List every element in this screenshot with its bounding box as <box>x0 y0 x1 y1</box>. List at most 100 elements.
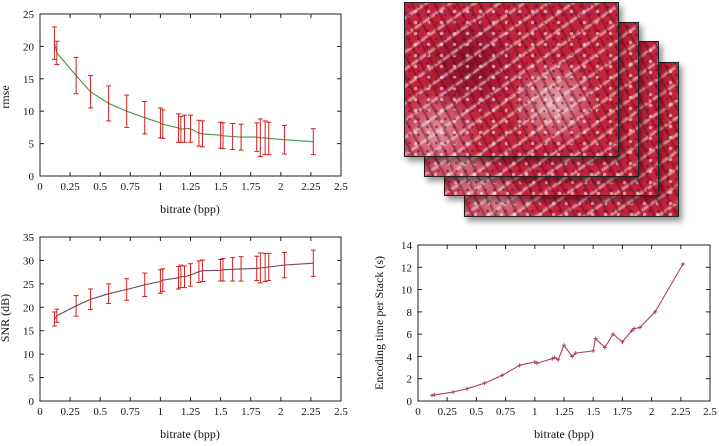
snr-error-bar <box>200 259 206 283</box>
histology-slide-stack-icon <box>398 0 688 225</box>
time-data-point <box>482 381 487 386</box>
time-data-point <box>556 357 561 362</box>
rmse-error-bar <box>181 114 187 143</box>
snr-x-tick-label: 1.5 <box>214 406 228 418</box>
snr-error-bar <box>238 256 244 282</box>
time-x-tick-label: 2.5 <box>703 406 717 418</box>
rmse-x-tick-label: 0 <box>37 181 43 193</box>
rmse-error-bar <box>230 123 236 150</box>
rmse-error-bar <box>73 56 79 95</box>
time-y-tick-label: 6 <box>407 329 413 341</box>
rmse-x-tick-label: 0.25 <box>60 181 80 193</box>
snr-error-bar <box>266 252 272 282</box>
time-y-tick-label: 0 <box>407 396 413 408</box>
snr-x-tick-label: 0.5 <box>93 406 107 418</box>
rmse-error-bar <box>200 120 206 148</box>
rmse-error-bar <box>196 119 202 147</box>
time-data-point <box>562 343 566 348</box>
time-data-point <box>430 393 435 398</box>
rmse-x-tick-label: 1.25 <box>181 181 201 193</box>
snr-error-bar <box>54 308 60 323</box>
time-data-point <box>573 351 578 356</box>
time-data-point <box>535 361 540 366</box>
rmse-error-bar <box>254 122 260 152</box>
snr-error-bar <box>230 257 236 282</box>
snr-error-bar <box>281 251 287 279</box>
snr-error-bar <box>73 295 79 317</box>
rmse-y-tick-label: 5 <box>29 139 35 151</box>
snr-error-bar <box>175 266 181 290</box>
time-data-point <box>602 345 607 350</box>
time-data-point <box>632 326 637 331</box>
time-y-tick-label: 10 <box>401 285 413 297</box>
snr-x-tick-label: 1 <box>158 406 164 418</box>
rmse-y-tick-label: 15 <box>23 74 35 86</box>
time-y-axis-label: Encoding time per Stack (s) <box>372 256 386 390</box>
time-data-point <box>517 363 522 368</box>
snr-x-tick-label: 1.25 <box>181 406 201 418</box>
time-series-line <box>431 263 684 396</box>
rmse-x-tick-label: 2.25 <box>301 181 321 193</box>
time-x-axis-label: bitrate (bpp) <box>534 427 594 441</box>
rmse-error-bar <box>88 75 94 109</box>
snr-error-bar <box>88 288 94 311</box>
time-data-point <box>550 356 555 361</box>
snr-error-bar <box>188 263 193 287</box>
time-plot-frame <box>417 244 711 402</box>
rmse-error-bar <box>51 26 57 60</box>
time-data-point <box>620 339 625 344</box>
snr-error-bar <box>257 252 263 284</box>
rmse-y-tick-label: 25 <box>23 9 35 21</box>
time-x-tick-label: 0.75 <box>496 406 516 418</box>
time-x-tick-label: 1.5 <box>586 406 600 418</box>
snr-error-bar <box>124 278 130 301</box>
time-plot-area: 0 0.25 0.5 0.75 1 1.25 1.5 1.75 2 2.25 2.5 0 2 4 6 8 10 1… <box>401 240 717 418</box>
rmse-y-tick-label: 10 <box>23 106 35 118</box>
time-data-point <box>629 328 634 333</box>
rmse-y-tick-label: 20 <box>23 41 35 53</box>
rmse-error-bar <box>218 121 224 149</box>
time-data-point <box>611 332 616 337</box>
time-y-tick-label: 4 <box>407 351 413 363</box>
time-data-point <box>593 336 598 341</box>
rmse-error-bar <box>124 94 130 128</box>
snr-error-bar <box>157 269 163 294</box>
time-data-point <box>637 325 642 330</box>
snr-x-tick-label: 0.25 <box>60 406 80 418</box>
time-x-tick-label: 0.25 <box>438 406 458 418</box>
snr-x-tick-label: 2 <box>278 406 284 418</box>
rmse-x-tick-label: 1 <box>158 181 164 193</box>
snr-x-tick-label: 1.75 <box>241 406 261 418</box>
rmse-y-tick-label: 0 <box>29 171 35 183</box>
snr-y-tick-label: 20 <box>23 302 35 314</box>
snr-x-tick-label: 2.25 <box>301 406 321 418</box>
snr-x-tick-label: 2.5 <box>334 406 348 418</box>
snr-y-tick-label: 25 <box>23 279 35 291</box>
snr-error-bar <box>310 249 316 277</box>
rmse-error-bar <box>310 128 316 156</box>
snr-error-bar <box>254 255 260 282</box>
time-data-point <box>681 261 686 266</box>
rmse-error-bar <box>157 107 163 139</box>
time-x-tick-label: 2 <box>649 406 655 418</box>
rmse-error-bar <box>160 109 166 139</box>
snr-x-tick-label: 0 <box>37 406 43 418</box>
rmse-x-tick-label: 2 <box>278 181 284 193</box>
time-y-tick-label: 8 <box>407 307 413 319</box>
time-data-point <box>432 392 437 397</box>
rmse-error-bar <box>142 100 148 135</box>
time-y-tick-label: 12 <box>401 262 412 274</box>
time-data-point <box>451 390 456 395</box>
time-data-point <box>552 355 557 360</box>
time-x-tick-label: 1.25 <box>554 406 574 418</box>
snr-y-tick-label: 5 <box>29 373 35 385</box>
time-x-tick-label: 0.5 <box>470 406 484 418</box>
rmse-x-tick-label: 0.75 <box>121 181 141 193</box>
snr-x-axis-label: bitrate (bpp) <box>160 427 220 441</box>
rmse-error-bar <box>266 121 272 156</box>
snr-error-bar <box>181 265 187 289</box>
rmse-error-bar <box>188 114 193 143</box>
